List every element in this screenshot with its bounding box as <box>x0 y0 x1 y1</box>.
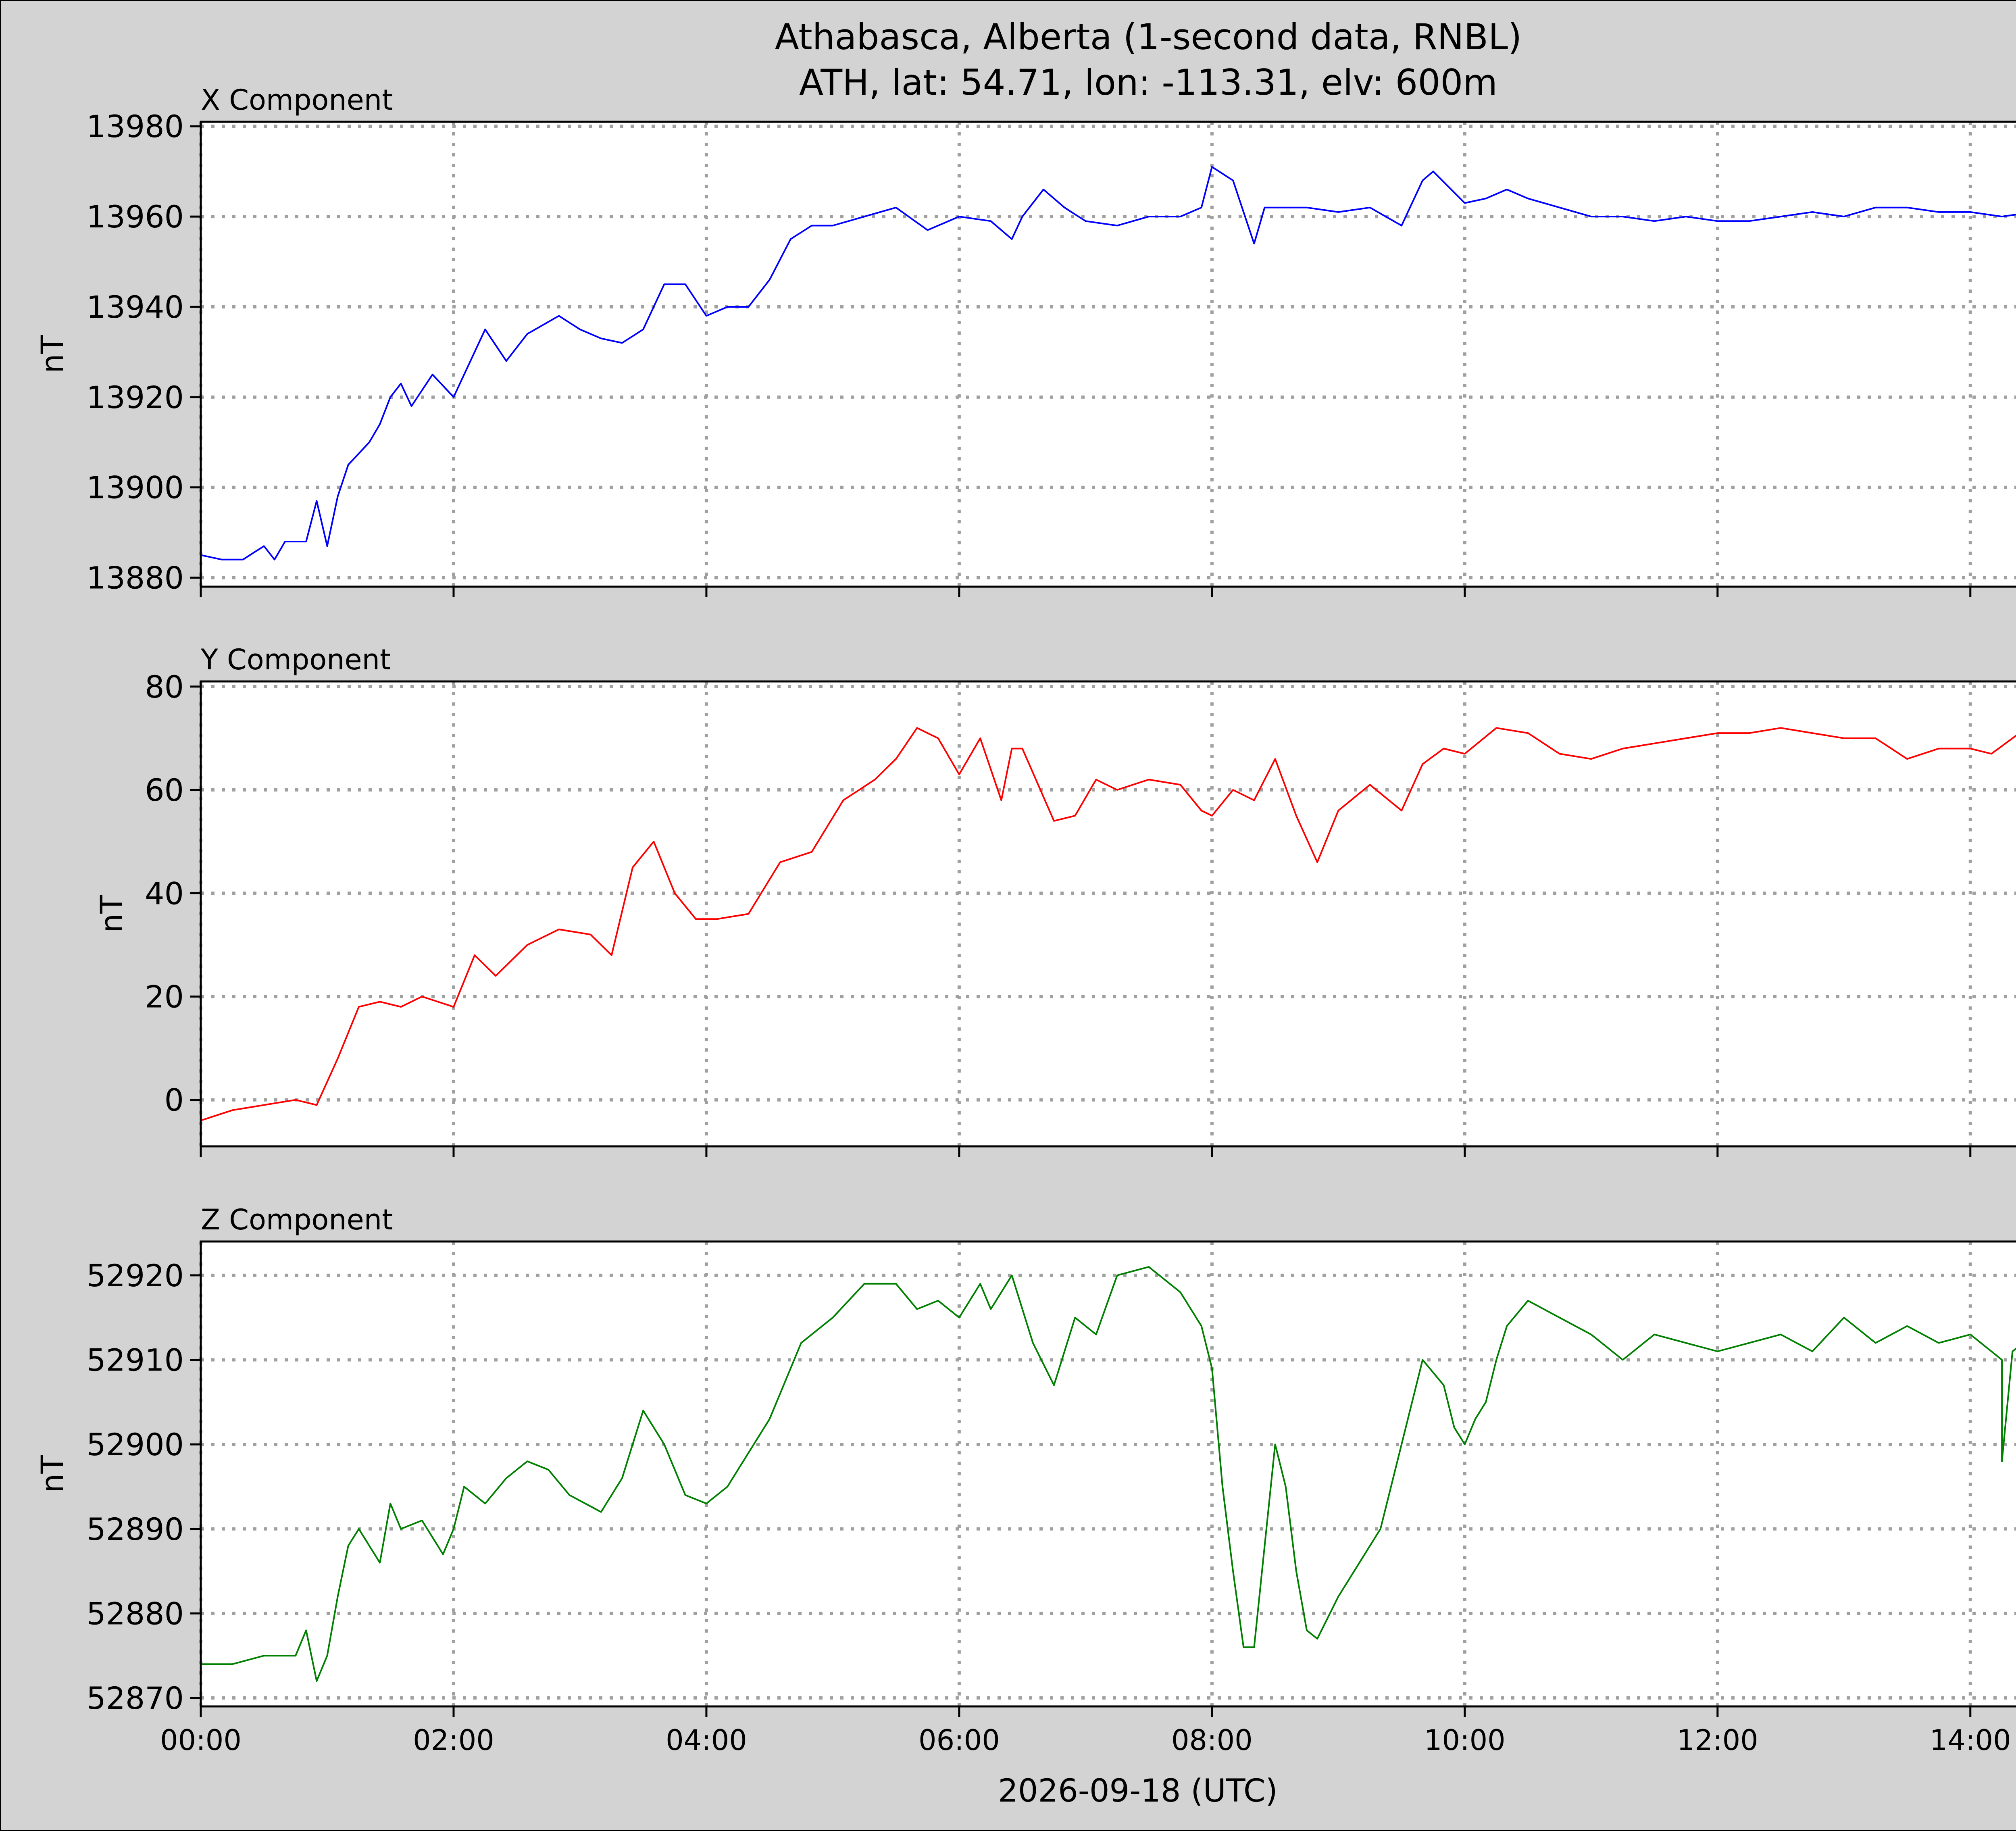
x-tick-label: 08:00 <box>1171 1724 1253 1757</box>
figure-title-line1: Athabasca, Alberta (1-second data, RNBL) <box>775 16 1522 58</box>
y-tick-label: 60 <box>145 772 184 808</box>
y-tick-label: 52900 <box>86 1427 184 1462</box>
panel-title: Z Component <box>201 1203 393 1236</box>
data-series-1 <box>200 166 2016 560</box>
data-series-1 <box>201 1266 2016 1682</box>
plot-area <box>201 1241 2016 1706</box>
data-series-1 <box>200 727 2016 1121</box>
x-tick-label: 12:00 <box>1677 1724 1758 1757</box>
chart-panels: 13880 13900 13920 13940 13960 13980 X Componen… <box>34 83 2016 1757</box>
y-tick-label: 13940 <box>86 289 184 325</box>
y-tick-label: 52910 <box>86 1342 184 1378</box>
plot-frame <box>200 121 2016 588</box>
plot-frame <box>200 1240 2016 1708</box>
y-tick-label: 52880 <box>86 1596 184 1631</box>
plot-area <box>201 681 2016 1146</box>
y-tick-label: 80 <box>145 669 184 705</box>
x-tick-label: 00:00 <box>160 1724 242 1757</box>
plot-frame <box>200 680 2016 1148</box>
y-tick-label: 13980 <box>86 108 184 144</box>
y-tick-label: 20 <box>145 979 184 1014</box>
panel-1: 13880 13900 13920 13940 13960 13980 X Componen… <box>34 83 2016 597</box>
plot-area <box>201 122 2016 587</box>
y-tick-label: 52890 <box>86 1511 184 1547</box>
y-axis-label: nT <box>34 335 70 373</box>
x-tick-label: 02:00 <box>413 1724 494 1757</box>
y-tick-label: 40 <box>145 875 184 911</box>
y-tick-label: 0 <box>165 1082 184 1118</box>
y-axis-label: nT <box>94 895 129 933</box>
y-tick-label: 52920 <box>86 1258 184 1294</box>
y-tick-label: 13960 <box>86 199 184 235</box>
panel-title: Y Component <box>200 643 391 676</box>
x-axis-label: 2026-09-18 (UTC) <box>998 1773 1278 1809</box>
panel-3: 52870 52880 52890 52900 52910 52920 00:00 02:00… <box>34 1203 2016 1757</box>
x-tick-label: 10:00 <box>1424 1724 1506 1757</box>
x-tick-label: 04:00 <box>666 1724 747 1757</box>
y-tick-label: 52870 <box>86 1680 184 1716</box>
y-axis-label: nT <box>34 1455 70 1493</box>
x-tick-label: 14:00 <box>1930 1724 2011 1757</box>
y-tick-label: 13920 <box>86 379 184 415</box>
figure-title-line2: ATH, lat: 54.71, lon: -113.31, elv: 600m <box>799 62 1497 103</box>
y-tick-label: 13880 <box>86 560 184 596</box>
y-tick-label: 13900 <box>86 470 184 506</box>
x-tick-label: 06:00 <box>918 1724 1000 1757</box>
panel-2: 0 20 40 60 80 Y Component nT <box>94 643 2016 1157</box>
panel-title: X Component <box>201 83 393 117</box>
